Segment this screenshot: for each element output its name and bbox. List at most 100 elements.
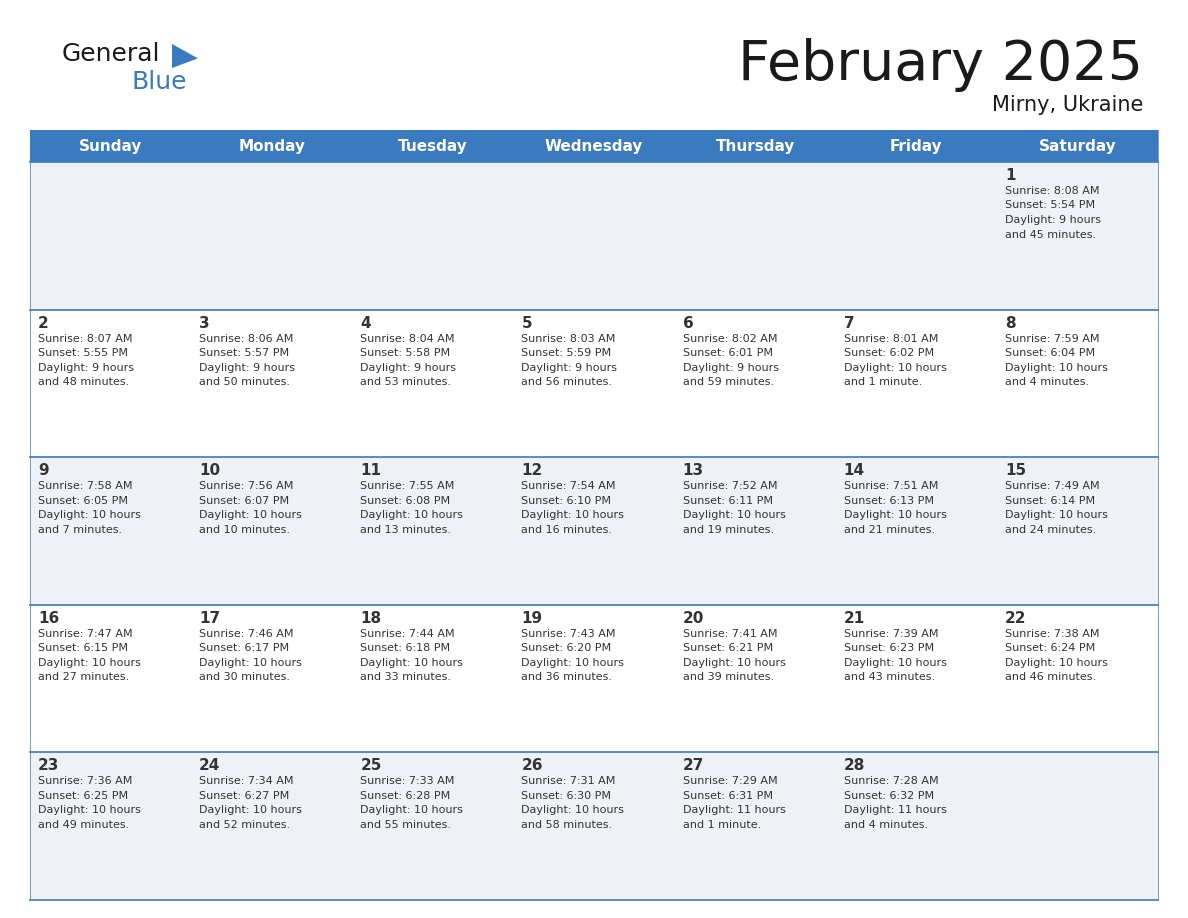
Text: Daylight: 10 hours: Daylight: 10 hours <box>683 510 785 521</box>
Text: Daylight: 10 hours: Daylight: 10 hours <box>1005 510 1107 521</box>
Text: Sunset: 5:57 PM: Sunset: 5:57 PM <box>200 348 289 358</box>
Text: Wednesday: Wednesday <box>545 139 643 153</box>
Text: Sunset: 6:04 PM: Sunset: 6:04 PM <box>1005 348 1095 358</box>
Text: Sunrise: 8:01 AM: Sunrise: 8:01 AM <box>843 333 939 343</box>
Text: and 7 minutes.: and 7 minutes. <box>38 525 122 534</box>
Text: Sunset: 6:21 PM: Sunset: 6:21 PM <box>683 644 772 654</box>
Text: and 4 minutes.: and 4 minutes. <box>843 820 928 830</box>
Text: and 4 minutes.: and 4 minutes. <box>1005 377 1089 387</box>
Text: Sunset: 6:08 PM: Sunset: 6:08 PM <box>360 496 450 506</box>
Text: 6: 6 <box>683 316 694 330</box>
Text: Sunrise: 7:43 AM: Sunrise: 7:43 AM <box>522 629 615 639</box>
Text: 5: 5 <box>522 316 532 330</box>
Text: Sunset: 6:24 PM: Sunset: 6:24 PM <box>1005 644 1095 654</box>
Text: 17: 17 <box>200 610 220 626</box>
Text: Sunrise: 7:47 AM: Sunrise: 7:47 AM <box>38 629 133 639</box>
Text: Daylight: 10 hours: Daylight: 10 hours <box>843 363 947 373</box>
Text: and 30 minutes.: and 30 minutes. <box>200 672 290 682</box>
Text: Daylight: 10 hours: Daylight: 10 hours <box>843 658 947 667</box>
Text: and 46 minutes.: and 46 minutes. <box>1005 672 1097 682</box>
Text: and 13 minutes.: and 13 minutes. <box>360 525 451 534</box>
Text: and 50 minutes.: and 50 minutes. <box>200 377 290 387</box>
Text: and 58 minutes.: and 58 minutes. <box>522 820 613 830</box>
Text: Sunrise: 7:36 AM: Sunrise: 7:36 AM <box>38 777 132 787</box>
Text: 4: 4 <box>360 316 371 330</box>
Text: Sunset: 6:20 PM: Sunset: 6:20 PM <box>522 644 612 654</box>
Text: Sunset: 6:30 PM: Sunset: 6:30 PM <box>522 791 612 800</box>
Text: Blue: Blue <box>132 70 188 94</box>
Bar <box>30 457 1158 605</box>
Text: and 21 minutes.: and 21 minutes. <box>843 525 935 534</box>
Text: and 24 minutes.: and 24 minutes. <box>1005 525 1097 534</box>
Text: Sunrise: 7:44 AM: Sunrise: 7:44 AM <box>360 629 455 639</box>
Text: 15: 15 <box>1005 464 1026 478</box>
Text: and 1 minute.: and 1 minute. <box>683 820 760 830</box>
Text: 22: 22 <box>1005 610 1026 626</box>
Text: Sunrise: 7:28 AM: Sunrise: 7:28 AM <box>843 777 939 787</box>
Text: and 56 minutes.: and 56 minutes. <box>522 377 613 387</box>
Text: Sunset: 6:11 PM: Sunset: 6:11 PM <box>683 496 772 506</box>
Text: Daylight: 9 hours: Daylight: 9 hours <box>360 363 456 373</box>
Text: Sunset: 5:54 PM: Sunset: 5:54 PM <box>1005 200 1095 210</box>
Text: 2: 2 <box>38 316 49 330</box>
Text: Daylight: 10 hours: Daylight: 10 hours <box>522 510 625 521</box>
Text: and 39 minutes.: and 39 minutes. <box>683 672 773 682</box>
Text: Sunrise: 8:02 AM: Sunrise: 8:02 AM <box>683 333 777 343</box>
Text: and 45 minutes.: and 45 minutes. <box>1005 230 1097 240</box>
Text: Sunday: Sunday <box>78 139 143 153</box>
Polygon shape <box>172 44 198 68</box>
Text: Sunrise: 7:31 AM: Sunrise: 7:31 AM <box>522 777 615 787</box>
Text: and 36 minutes.: and 36 minutes. <box>522 672 613 682</box>
Text: February 2025: February 2025 <box>738 38 1143 92</box>
Text: and 19 minutes.: and 19 minutes. <box>683 525 773 534</box>
Text: Friday: Friday <box>890 139 942 153</box>
Text: Sunrise: 7:55 AM: Sunrise: 7:55 AM <box>360 481 455 491</box>
Bar <box>30 309 1158 457</box>
Text: Sunset: 6:14 PM: Sunset: 6:14 PM <box>1005 496 1095 506</box>
Text: Daylight: 10 hours: Daylight: 10 hours <box>522 805 625 815</box>
Text: and 10 minutes.: and 10 minutes. <box>200 525 290 534</box>
Text: Monday: Monday <box>239 139 305 153</box>
Text: Daylight: 10 hours: Daylight: 10 hours <box>38 658 141 667</box>
Text: and 55 minutes.: and 55 minutes. <box>360 820 451 830</box>
Text: Thursday: Thursday <box>715 139 795 153</box>
Text: Daylight: 10 hours: Daylight: 10 hours <box>360 510 463 521</box>
Text: 8: 8 <box>1005 316 1016 330</box>
Text: 23: 23 <box>38 758 59 773</box>
Text: Daylight: 10 hours: Daylight: 10 hours <box>683 658 785 667</box>
Text: 14: 14 <box>843 464 865 478</box>
Text: Sunset: 5:55 PM: Sunset: 5:55 PM <box>38 348 128 358</box>
Text: Daylight: 11 hours: Daylight: 11 hours <box>683 805 785 815</box>
Text: Tuesday: Tuesday <box>398 139 468 153</box>
Text: Sunrise: 7:34 AM: Sunrise: 7:34 AM <box>200 777 293 787</box>
Text: Sunrise: 8:06 AM: Sunrise: 8:06 AM <box>200 333 293 343</box>
Text: 18: 18 <box>360 610 381 626</box>
Text: Daylight: 9 hours: Daylight: 9 hours <box>38 363 134 373</box>
Text: Saturday: Saturday <box>1038 139 1117 153</box>
Text: and 48 minutes.: and 48 minutes. <box>38 377 129 387</box>
Text: Sunset: 6:25 PM: Sunset: 6:25 PM <box>38 791 128 800</box>
Text: Sunset: 6:17 PM: Sunset: 6:17 PM <box>200 644 289 654</box>
Text: Sunset: 6:32 PM: Sunset: 6:32 PM <box>843 791 934 800</box>
Text: Sunrise: 7:58 AM: Sunrise: 7:58 AM <box>38 481 133 491</box>
Text: Sunrise: 7:39 AM: Sunrise: 7:39 AM <box>843 629 939 639</box>
Text: and 16 minutes.: and 16 minutes. <box>522 525 613 534</box>
Text: Sunset: 6:28 PM: Sunset: 6:28 PM <box>360 791 450 800</box>
Bar <box>30 753 1158 900</box>
Text: 3: 3 <box>200 316 210 330</box>
Text: 13: 13 <box>683 464 703 478</box>
Text: and 33 minutes.: and 33 minutes. <box>360 672 451 682</box>
Text: and 49 minutes.: and 49 minutes. <box>38 820 129 830</box>
Text: and 43 minutes.: and 43 minutes. <box>843 672 935 682</box>
Text: Sunrise: 7:49 AM: Sunrise: 7:49 AM <box>1005 481 1099 491</box>
Text: Sunrise: 7:54 AM: Sunrise: 7:54 AM <box>522 481 615 491</box>
Text: and 59 minutes.: and 59 minutes. <box>683 377 773 387</box>
Text: Daylight: 10 hours: Daylight: 10 hours <box>38 510 141 521</box>
Text: Sunset: 6:15 PM: Sunset: 6:15 PM <box>38 644 128 654</box>
Text: Sunrise: 7:33 AM: Sunrise: 7:33 AM <box>360 777 455 787</box>
Text: Daylight: 9 hours: Daylight: 9 hours <box>200 363 295 373</box>
Text: 16: 16 <box>38 610 59 626</box>
Text: 12: 12 <box>522 464 543 478</box>
Text: Sunrise: 7:38 AM: Sunrise: 7:38 AM <box>1005 629 1099 639</box>
Text: Sunset: 6:23 PM: Sunset: 6:23 PM <box>843 644 934 654</box>
